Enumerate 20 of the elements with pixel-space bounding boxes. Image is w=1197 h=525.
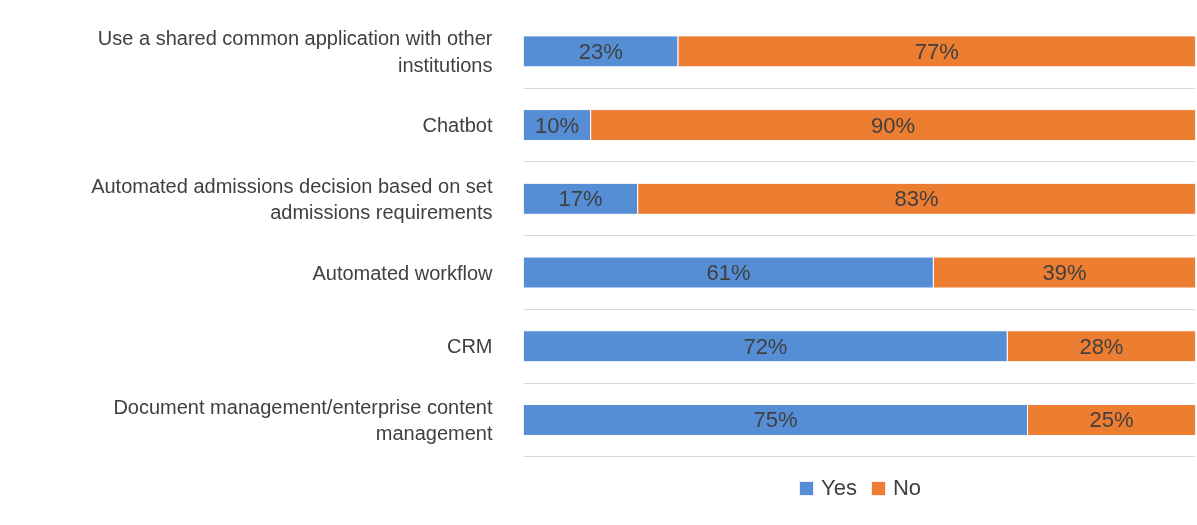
y-tick-label: CRM — [446, 335, 493, 358]
data-label: 77% — [914, 38, 959, 64]
data-label: 90% — [871, 112, 916, 138]
y-tick-label: Document management/enterprise content management — [113, 395, 493, 445]
data-label: 39% — [1042, 260, 1087, 286]
legend-label: Yes — [820, 475, 857, 501]
data-label: 72% — [743, 333, 788, 359]
data-label: 75% — [753, 407, 798, 433]
data-label: 28% — [1079, 333, 1124, 359]
data-label: 25% — [1089, 407, 1134, 433]
data-label: 10% — [535, 112, 580, 138]
y-tick-label: Automated admissions decision based on set admissions requirements — [91, 174, 493, 224]
legend-label: No — [892, 475, 922, 501]
data-label: 83% — [894, 186, 939, 212]
data-label: 17% — [558, 186, 603, 212]
data-label: 23% — [578, 38, 623, 64]
y-tick-label: Use a shared common application with other institutions — [97, 27, 493, 76]
y-tick-label: Chatbot — [422, 114, 493, 137]
y-tick-label: Automated workflow — [312, 261, 494, 284]
data-label: 61% — [706, 260, 751, 286]
